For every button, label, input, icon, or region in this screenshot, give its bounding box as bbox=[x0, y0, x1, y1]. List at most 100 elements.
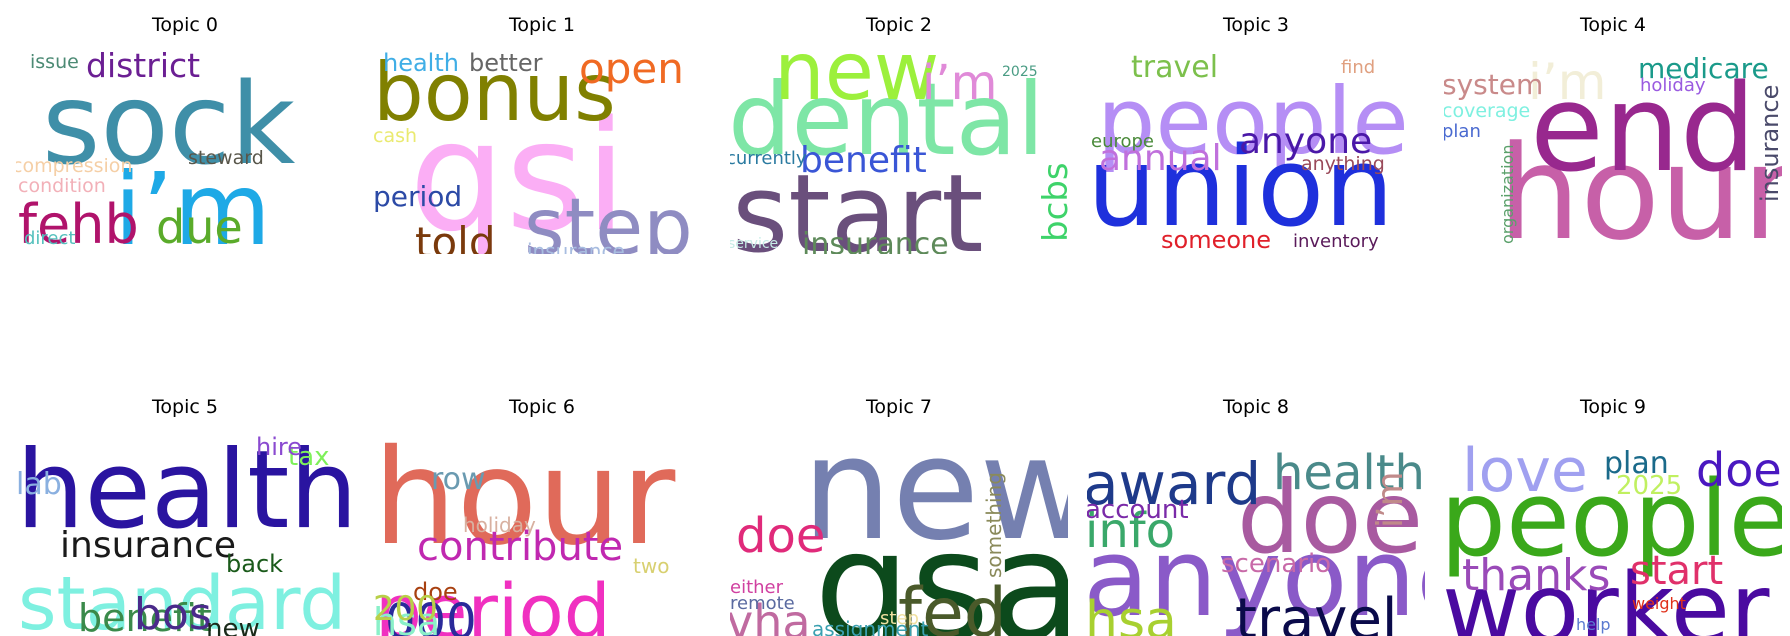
cloud-word: plan bbox=[1444, 121, 1481, 143]
cloud-word: remote bbox=[730, 593, 795, 615]
cloud-word: new bbox=[206, 613, 260, 636]
cloud-word: district bbox=[86, 48, 201, 85]
topic-title: Topic 5 bbox=[152, 396, 218, 418]
word-cloud: dental start new i’m benefit insurance bcbs 202… bbox=[730, 48, 1068, 254]
cloud-word: cash bbox=[373, 125, 418, 148]
cloud-word: gsa bbox=[814, 498, 1068, 636]
cloud-word: tax bbox=[288, 441, 330, 472]
cloud-word: start bbox=[1630, 548, 1724, 595]
cloud-word: account bbox=[1087, 494, 1189, 525]
cloud-word: anyone bbox=[1239, 121, 1373, 163]
cloud-word: love bbox=[1462, 435, 1588, 506]
cloud-word: step bbox=[524, 183, 693, 254]
topic-title: Topic 8 bbox=[1223, 396, 1289, 418]
cloud-word: inventory bbox=[1293, 231, 1379, 253]
cloud-word: fehb bbox=[18, 192, 139, 254]
word-cloud: hour period contribute row holiday two doe 000 h… bbox=[373, 430, 711, 636]
cloud-word: holiday bbox=[463, 512, 536, 537]
topic-title: Topic 7 bbox=[866, 396, 932, 418]
word-cloud: sock i’m district fehb due issue compression co… bbox=[16, 48, 354, 254]
cloud-word: health bbox=[1273, 444, 1425, 501]
cloud-word: condition bbox=[18, 175, 106, 198]
cloud-word: i’m bbox=[1370, 471, 1411, 528]
cloud-word: help bbox=[1576, 614, 1611, 634]
cloud-word: lab bbox=[16, 467, 62, 503]
cloud-word: benefit bbox=[800, 140, 927, 182]
cloud-word: steward bbox=[188, 147, 264, 170]
cloud-word: insurance bbox=[527, 238, 625, 254]
cloud-word: something bbox=[982, 472, 1006, 578]
topic-panel-2: Topic 2 dental start new i’m benefit insurance… bbox=[730, 14, 1068, 254]
cloud-word: scenario bbox=[1221, 548, 1332, 579]
cloud-word: health bbox=[16, 430, 354, 554]
cloud-word: insurance bbox=[802, 227, 949, 254]
cloud-word: i’m bbox=[922, 54, 998, 111]
topic-title: Topic 3 bbox=[1223, 14, 1289, 36]
topic-title: Topic 2 bbox=[866, 14, 932, 36]
cloud-word: 2025 bbox=[1616, 470, 1683, 501]
cloud-word: fed bbox=[898, 574, 1007, 636]
topic-panel-0: Topic 0 sock i’m district fehb due issue compre… bbox=[16, 14, 354, 254]
topic-title: Topic 0 bbox=[152, 14, 218, 36]
cloud-word: insurance bbox=[1756, 84, 1782, 202]
cloud-word: new bbox=[774, 48, 940, 119]
cloud-word: anyone bbox=[1087, 516, 1425, 636]
cloud-word: bonus bbox=[373, 48, 616, 140]
cloud-word: people bbox=[1444, 457, 1782, 580]
cloud-word: hire bbox=[256, 433, 302, 462]
cloud-word: start bbox=[732, 152, 984, 254]
cloud-word: anything bbox=[1301, 153, 1385, 176]
topic-title: Topic 9 bbox=[1580, 396, 1646, 418]
cloud-word: standard bbox=[18, 561, 347, 636]
cloud-word: organization bbox=[1498, 144, 1517, 244]
cloud-word: dental bbox=[730, 61, 1045, 178]
cloud-word: direct bbox=[24, 228, 76, 250]
cloud-word: assignment bbox=[812, 616, 929, 636]
cloud-word: worker bbox=[1444, 553, 1770, 636]
cloud-word: system bbox=[1444, 68, 1544, 102]
cloud-word: award bbox=[1087, 450, 1262, 519]
topic-panel-7: Topic 7 new gsa doe fed vha something either rem… bbox=[730, 396, 1068, 636]
cloud-word: qsi bbox=[409, 88, 627, 254]
cloud-word: 2025 bbox=[1002, 63, 1038, 80]
cloud-word: weight bbox=[1632, 593, 1686, 613]
cloud-word: thanks bbox=[1462, 549, 1611, 601]
topic-title: Topic 1 bbox=[509, 14, 575, 36]
cloud-word: due bbox=[156, 200, 243, 254]
cloud-word: health bbox=[383, 49, 459, 78]
word-cloud: people worker love plan doe 2025 thanks start we… bbox=[1444, 430, 1782, 636]
cloud-word: hour bbox=[1498, 117, 1782, 254]
topic-panel-5: Topic 5 health standard insurance tax hire bac… bbox=[16, 396, 354, 636]
cloud-word: 200 bbox=[373, 589, 438, 630]
cloud-word: plan bbox=[1604, 446, 1669, 482]
word-cloud: health standard insurance tax hire back benefi… bbox=[16, 430, 354, 636]
cloud-word: issue bbox=[30, 51, 79, 74]
word-cloud: qsi bonus step open health better cash period to… bbox=[373, 48, 711, 254]
cloud-word: info bbox=[1087, 502, 1176, 559]
topic-panel-4: Topic 4 hour end i’m medicare holiday system co… bbox=[1444, 14, 1782, 254]
cloud-word: bcbs bbox=[1036, 162, 1068, 242]
cloud-word: medicare bbox=[1638, 52, 1769, 86]
topic-panel-6: Topic 6 hour period contribute row holiday two… bbox=[373, 396, 711, 636]
cloud-word: period bbox=[373, 180, 463, 214]
cloud-word: either bbox=[730, 577, 784, 599]
cloud-word: i’m bbox=[114, 151, 271, 255]
topic-title: Topic 6 bbox=[509, 396, 575, 418]
cloud-word: currently bbox=[730, 148, 807, 170]
cloud-word: people bbox=[1097, 67, 1409, 175]
cloud-word: annual bbox=[1099, 138, 1222, 180]
cloud-word: doe bbox=[413, 578, 458, 607]
cloud-word: new bbox=[802, 430, 1068, 572]
cloud-word: service bbox=[730, 235, 779, 252]
word-cloud: hour end i’m medicare holiday system coverage p… bbox=[1444, 48, 1782, 254]
cloud-word: row bbox=[431, 462, 486, 498]
cloud-word: bos bbox=[134, 588, 212, 636]
cloud-word: open bbox=[579, 48, 684, 93]
cloud-word: two bbox=[633, 553, 670, 578]
cloud-word: insurance bbox=[60, 525, 237, 567]
cloud-word: period bbox=[375, 569, 611, 636]
cloud-word: sock bbox=[42, 60, 296, 191]
